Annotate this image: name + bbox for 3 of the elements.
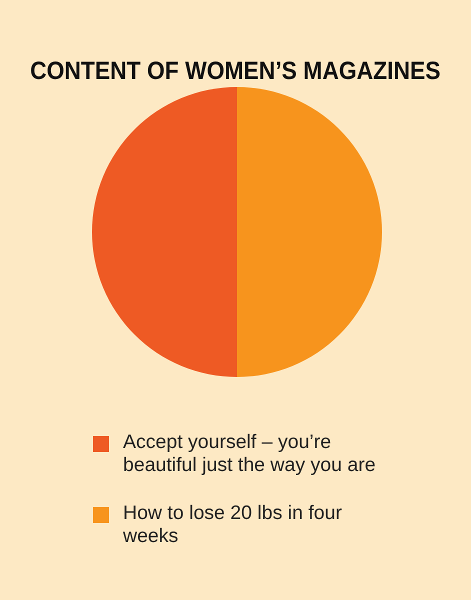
chart-title: CONTENT OF WOMEN’S MAGAZINES: [30, 56, 441, 86]
legend-label: Accept yourself – you’re beautiful just the way you are: [123, 431, 377, 477]
legend-label: How to lose 20 lbs in four weeks: [123, 502, 343, 548]
